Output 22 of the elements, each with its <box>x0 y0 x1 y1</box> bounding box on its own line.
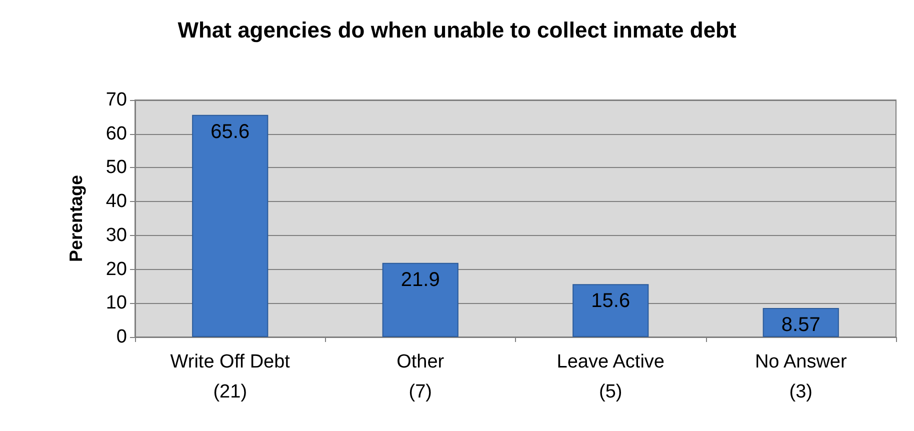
y-tick-label: 10 <box>106 292 127 314</box>
chart-title: What agencies do when unable to collect inmate debt <box>178 18 737 42</box>
x-tick-label: No Answer (3) <box>754 352 848 402</box>
y-tick-label: 0 <box>116 326 127 348</box>
y-tick-label: 50 <box>106 157 127 178</box>
x-tick-label: Leave Active (5) <box>556 352 664 402</box>
bar <box>572 284 649 337</box>
y-tick-label: 60 <box>106 123 127 144</box>
data-label: 15.6 <box>591 290 630 312</box>
y-tick-label: 40 <box>106 191 127 212</box>
x-tick-label: Write Off Debt (21) <box>170 352 291 402</box>
bar <box>192 114 268 337</box>
bar <box>762 308 839 337</box>
y-axis-title: Perentage <box>66 174 86 262</box>
y-tick-label: 30 <box>106 224 127 246</box>
bar <box>382 262 458 337</box>
data-label: 8.57 <box>781 314 820 336</box>
x-tick-label: Other (7) <box>396 352 445 402</box>
data-label: 65.6 <box>210 120 250 143</box>
y-tick-label: 70 <box>106 90 127 110</box>
data-label: 21.9 <box>400 268 440 291</box>
y-tick-label: 20 <box>106 258 127 280</box>
